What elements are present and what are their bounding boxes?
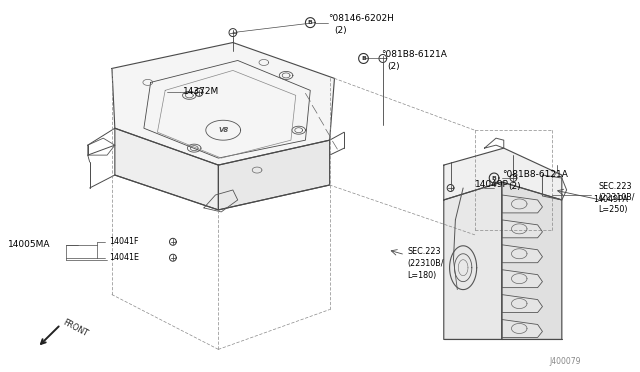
Text: 14049P: 14049P (475, 180, 509, 189)
Text: V8: V8 (218, 127, 228, 133)
Text: B: B (492, 176, 497, 180)
Text: °08146-6202H: °08146-6202H (328, 14, 394, 23)
Text: B: B (361, 56, 366, 61)
Polygon shape (502, 195, 543, 213)
Text: (22310B/: (22310B/ (598, 193, 635, 202)
Text: FRONT: FRONT (61, 318, 90, 338)
Text: B: B (308, 20, 313, 25)
Text: 14005MA: 14005MA (8, 240, 51, 249)
Text: (2): (2) (335, 26, 347, 35)
Polygon shape (444, 148, 562, 200)
Polygon shape (502, 295, 543, 312)
Polygon shape (502, 245, 543, 263)
Text: 14041F: 14041F (109, 237, 138, 246)
Text: J400079: J400079 (550, 357, 581, 366)
Polygon shape (444, 182, 502, 339)
Text: (2): (2) (509, 182, 521, 190)
Polygon shape (502, 270, 543, 288)
Text: °081B8-6121A: °081B8-6121A (381, 50, 447, 59)
Text: L=180): L=180) (407, 271, 436, 280)
Polygon shape (502, 182, 562, 339)
Polygon shape (502, 220, 543, 238)
Polygon shape (218, 140, 330, 210)
Text: 14372M: 14372M (182, 87, 219, 96)
Text: °081B8-6121A: °081B8-6121A (502, 170, 568, 179)
Text: 14049PA: 14049PA (593, 195, 628, 205)
Text: (2): (2) (388, 62, 400, 71)
Text: 14041E: 14041E (109, 253, 139, 262)
Text: L=250): L=250) (598, 205, 628, 214)
Polygon shape (115, 128, 218, 210)
Text: SEC.223: SEC.223 (598, 182, 632, 190)
Polygon shape (502, 320, 543, 337)
Text: SEC.223: SEC.223 (407, 247, 440, 256)
Text: (22310B/: (22310B/ (407, 259, 444, 268)
Polygon shape (112, 42, 335, 165)
